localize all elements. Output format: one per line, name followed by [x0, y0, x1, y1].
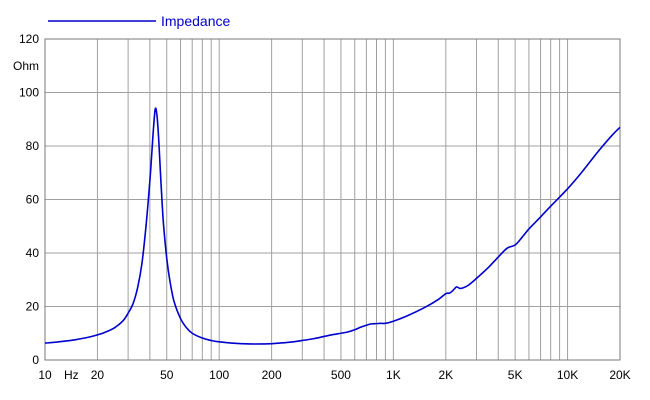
y-tick-label: 40: [26, 246, 40, 260]
y-tick-label: 100: [19, 86, 39, 100]
series-layer: [44, 107, 621, 345]
y-tick-labels: 0 20 40 60 80 100 120: [19, 32, 39, 367]
x-tick-label: 200: [262, 368, 282, 382]
series-line-impedance: [44, 107, 621, 345]
x-tick-label: 100: [209, 368, 229, 382]
y-unit-label: Ohm: [13, 59, 39, 73]
x-tick-label: 10: [38, 368, 52, 382]
x-tick-label: 10K: [557, 368, 578, 382]
y-tick-label: 20: [26, 300, 40, 314]
x-tick-label: 50: [160, 368, 174, 382]
legend-label-impedance: Impedance: [161, 13, 230, 29]
x-tick-label: 5K: [508, 368, 523, 382]
x-tick-label: 500: [331, 368, 351, 382]
y-tick-label: 60: [26, 193, 40, 207]
x-tick-labels: 10 20 50 100 200 500 1K 2K 5K 10K 20K: [38, 368, 630, 382]
legend: Impedance: [48, 13, 230, 29]
y-tick-label: 80: [26, 139, 40, 153]
y-tick-label: 0: [32, 353, 39, 367]
x-tick-label: 20K: [609, 368, 630, 382]
plot-area-border: [44, 38, 621, 361]
x-tick-label: 2K: [438, 368, 453, 382]
x-unit-label: Hz: [64, 368, 79, 382]
x-tick-label: 20: [91, 368, 105, 382]
x-tick-label: 1K: [386, 368, 401, 382]
y-tick-label: 120: [19, 32, 39, 46]
